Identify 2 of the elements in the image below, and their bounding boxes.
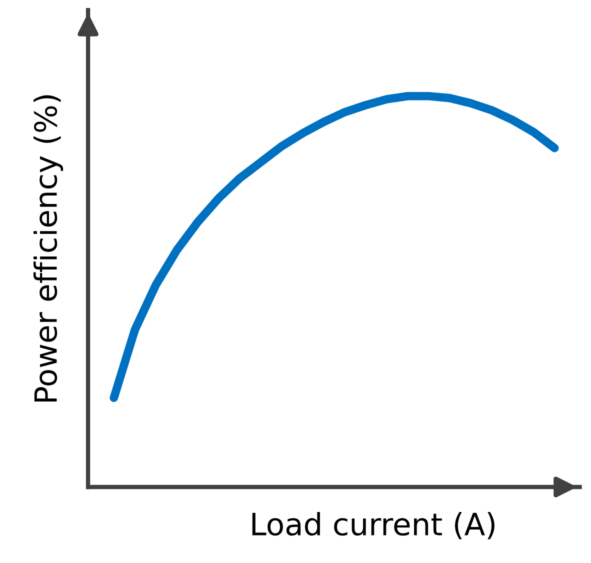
- y-axis-title: Power efficiency (%): [33, 95, 64, 402]
- x-axis-title: Load current (A): [252, 512, 494, 540]
